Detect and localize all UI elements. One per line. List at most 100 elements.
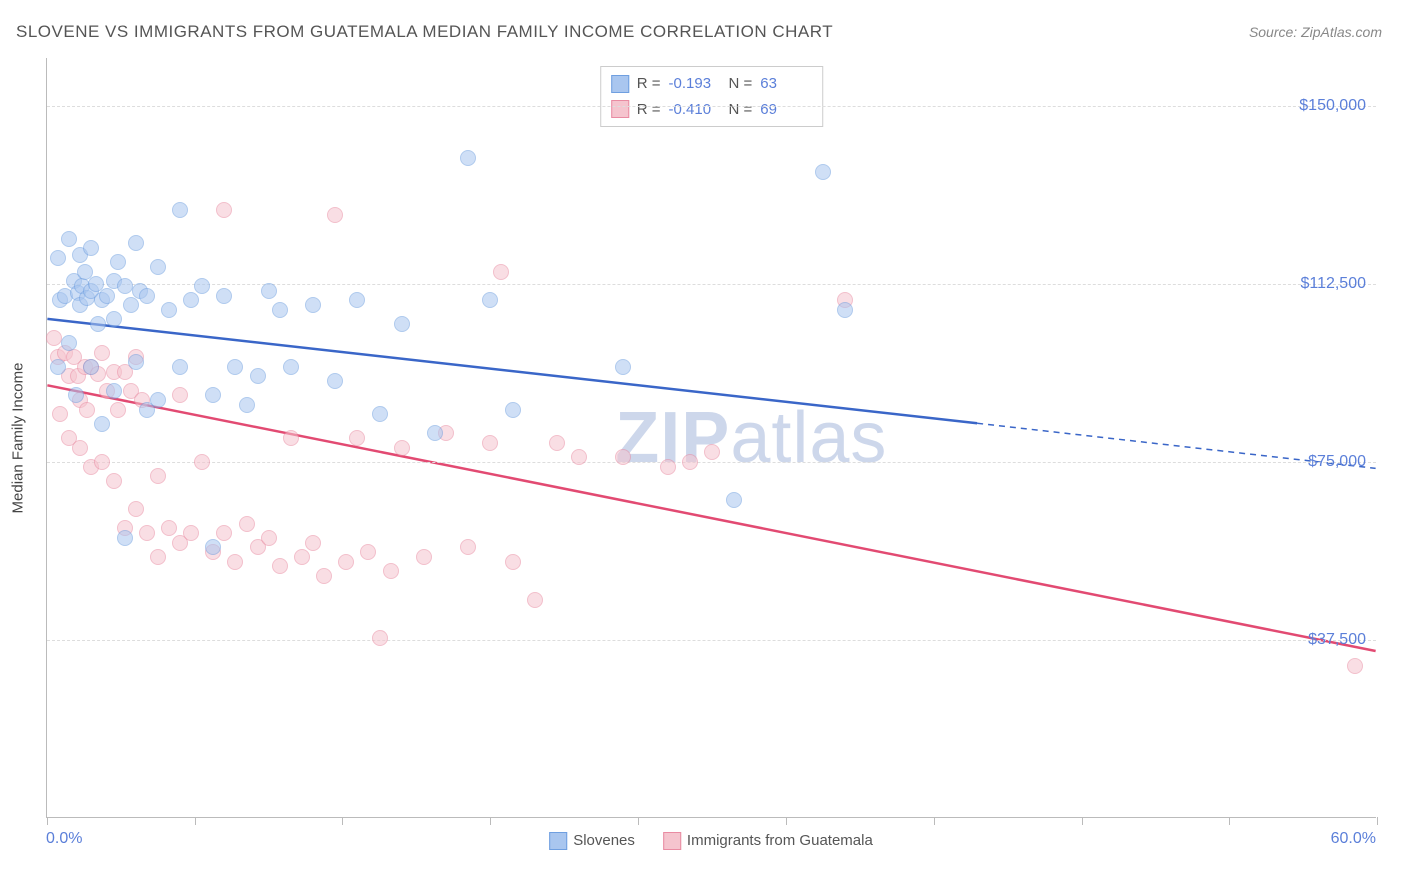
x-tick	[490, 817, 491, 825]
x-tick	[342, 817, 343, 825]
x-tick	[638, 817, 639, 825]
scatter-point	[372, 630, 388, 646]
scatter-point	[283, 430, 299, 446]
scatter-point	[338, 554, 354, 570]
scatter-point	[327, 207, 343, 223]
y-tick-label: $75,000	[1308, 453, 1366, 471]
plot-area: ZIPatlas R =-0.193N =63R =-0.410N =69 $3…	[46, 58, 1376, 818]
x-axis-max-label: 60.0%	[1331, 830, 1376, 848]
scatter-point	[83, 240, 99, 256]
scatter-point	[527, 592, 543, 608]
scatter-point	[360, 544, 376, 560]
scatter-point	[117, 278, 133, 294]
scatter-point	[216, 525, 232, 541]
scatter-point	[327, 373, 343, 389]
scatter-point	[139, 525, 155, 541]
scatter-point	[394, 316, 410, 332]
grid-line	[47, 640, 1376, 641]
scatter-point	[726, 492, 742, 508]
scatter-point	[261, 283, 277, 299]
scatter-point	[205, 539, 221, 555]
stats-r-value: -0.410	[669, 97, 721, 123]
scatter-point	[123, 297, 139, 313]
scatter-point	[349, 292, 365, 308]
scatter-point	[216, 288, 232, 304]
scatter-point	[493, 264, 509, 280]
scatter-point	[615, 359, 631, 375]
scatter-point	[283, 359, 299, 375]
scatter-point	[50, 250, 66, 266]
watermark: ZIPatlas	[615, 397, 887, 479]
legend-swatch	[611, 100, 629, 118]
grid-line	[47, 284, 1376, 285]
scatter-point	[505, 554, 521, 570]
scatter-point	[227, 359, 243, 375]
scatter-point	[305, 297, 321, 313]
stats-n-label: N =	[729, 97, 753, 123]
scatter-point	[372, 406, 388, 422]
scatter-point	[161, 520, 177, 536]
trend-lines-svg	[47, 58, 1376, 817]
watermark-rest: atlas	[730, 398, 887, 478]
scatter-point	[150, 392, 166, 408]
scatter-point	[1347, 658, 1363, 674]
scatter-point	[106, 311, 122, 327]
stats-row: R =-0.193N =63	[611, 71, 813, 97]
y-tick-label: $112,500	[1300, 275, 1366, 293]
y-tick-label: $37,500	[1308, 631, 1366, 649]
source-attribution: Source: ZipAtlas.com	[1249, 24, 1382, 40]
scatter-point	[110, 254, 126, 270]
y-axis-title: Median Family Income	[10, 363, 27, 514]
source-value: ZipAtlas.com	[1301, 24, 1382, 40]
scatter-point	[227, 554, 243, 570]
legend-swatch	[549, 832, 567, 850]
scatter-point	[106, 473, 122, 489]
scatter-point	[460, 539, 476, 555]
scatter-point	[261, 530, 277, 546]
scatter-point	[482, 435, 498, 451]
scatter-point	[194, 278, 210, 294]
scatter-point	[90, 316, 106, 332]
scatter-point	[460, 150, 476, 166]
legend-label: Immigrants from Guatemala	[687, 832, 873, 849]
scatter-point	[139, 288, 155, 304]
scatter-point	[660, 459, 676, 475]
x-tick	[934, 817, 935, 825]
plot-container: ZIPatlas R =-0.193N =63R =-0.410N =69 $3…	[46, 58, 1376, 818]
scatter-point	[61, 335, 77, 351]
scatter-point	[46, 330, 62, 346]
scatter-point	[128, 235, 144, 251]
scatter-point	[682, 454, 698, 470]
scatter-point	[272, 302, 288, 318]
scatter-point	[128, 354, 144, 370]
scatter-point	[239, 516, 255, 532]
legend-label: Slovenes	[573, 832, 635, 849]
scatter-point	[128, 501, 144, 517]
scatter-point	[172, 202, 188, 218]
scatter-point	[117, 530, 133, 546]
scatter-point	[52, 406, 68, 422]
x-tick	[1229, 817, 1230, 825]
x-axis-min-label: 0.0%	[46, 830, 82, 848]
scatter-point	[482, 292, 498, 308]
scatter-point	[349, 430, 365, 446]
stats-r-label: R =	[637, 97, 661, 123]
stats-n-label: N =	[729, 71, 753, 97]
scatter-point	[94, 416, 110, 432]
scatter-point	[416, 549, 432, 565]
x-tick	[195, 817, 196, 825]
scatter-point	[615, 449, 631, 465]
scatter-point	[94, 345, 110, 361]
scatter-point	[704, 444, 720, 460]
scatter-point	[316, 568, 332, 584]
scatter-point	[50, 359, 66, 375]
source-label: Source:	[1249, 24, 1297, 40]
stats-r-label: R =	[637, 71, 661, 97]
grid-line	[47, 106, 1376, 107]
scatter-point	[216, 202, 232, 218]
x-tick	[1377, 817, 1378, 825]
correlation-stats-box: R =-0.193N =63R =-0.410N =69	[600, 66, 824, 127]
x-tick	[47, 817, 48, 825]
scatter-point	[549, 435, 565, 451]
scatter-point	[161, 302, 177, 318]
